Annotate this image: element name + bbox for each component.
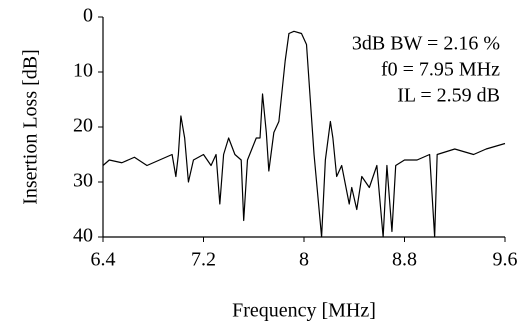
y-tick-label: 30 [73, 170, 93, 192]
y-tick-label: 40 [73, 225, 93, 247]
annotation: IL = 2.59 dB [397, 85, 500, 107]
y-tick-label: 10 [73, 60, 93, 82]
x-tick-label: 7.2 [191, 249, 216, 271]
data-line [102, 30, 506, 238]
x-tick-label: 8.8 [392, 249, 417, 271]
y-axis-title: Insertion Loss [dB] [20, 49, 42, 205]
x-tick-label: 6.4 [91, 249, 116, 271]
y-tick-label: 0 [83, 5, 93, 27]
x-tick-label: 8 [299, 249, 309, 271]
x-axis-title: Frequency [MHz] [232, 300, 376, 322]
x-tick-label: 9.6 [493, 249, 518, 271]
y-tick-label: 20 [73, 115, 93, 137]
annotation: f0 = 7.95 MHz [381, 59, 500, 81]
annotation: 3dB BW = 2.16 % [352, 33, 500, 55]
